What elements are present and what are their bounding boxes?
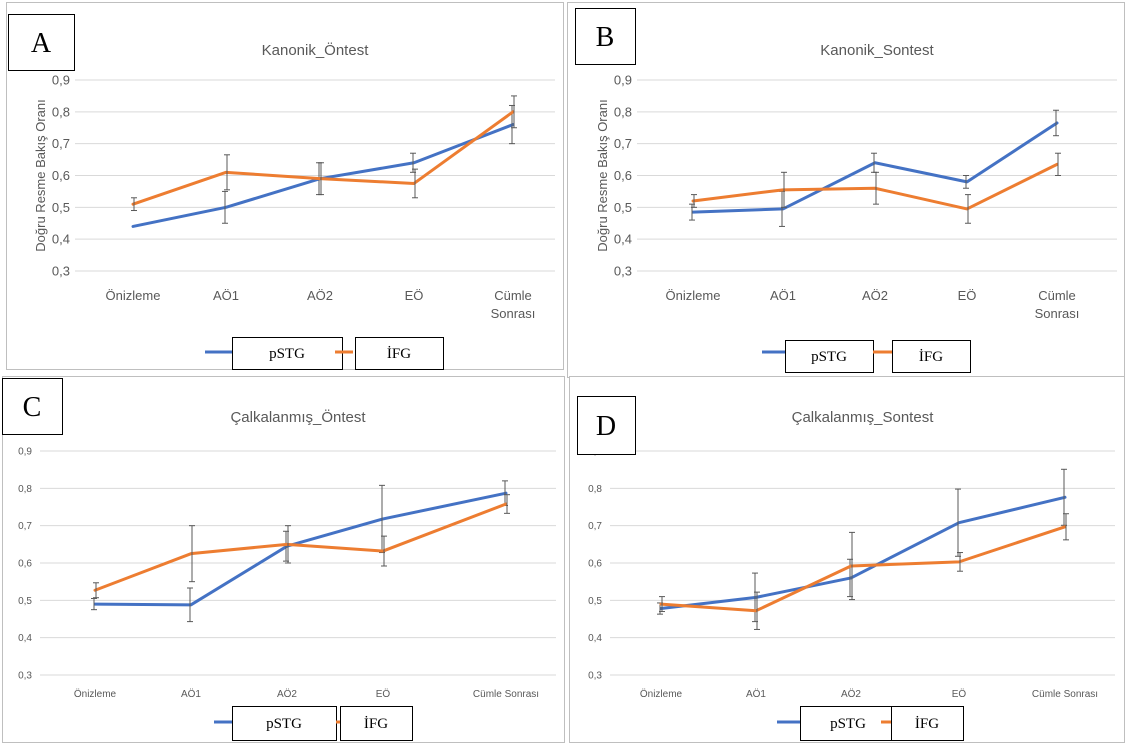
y-tick-label: 0,5 — [18, 596, 32, 607]
legend-label-ifg: İFG — [919, 349, 943, 365]
x-tick-label: Önizleme — [666, 288, 721, 303]
y-tick-label: 0,6 — [52, 168, 70, 183]
y-tick-label: 0,3 — [52, 264, 70, 279]
y-tick-label: 0,9 — [614, 73, 632, 88]
legend-label-pstg: pSTG — [830, 716, 866, 732]
chart-title: Kanonik_Öntest — [262, 41, 370, 59]
panel-label: B — [596, 22, 615, 53]
legend-box-pstg — [800, 706, 897, 741]
series-line-pstg — [93, 491, 508, 607]
panel-label-box — [2, 378, 63, 435]
chart-title: Çalkalanmış_Sontest — [792, 409, 935, 426]
x-tick-label: Cümle Sonrası — [1035, 288, 1080, 321]
chart-panel-c: Çalkalanmış_Öntest 0,3 0,4 0,5 0,6 0,7 0,8 0,9 Ö… — [2, 376, 565, 743]
legend-label-pstg: pSTG — [811, 349, 847, 365]
x-tick-label: AÖ1 — [181, 688, 201, 700]
y-axis-label: Doğru Resme Bakış Oranı — [595, 99, 610, 251]
y-tick-label: 0,9 — [52, 73, 70, 88]
y-tick-label: 0,3 — [614, 264, 632, 279]
x-tick-label: EÖ — [952, 688, 967, 700]
x-tick-label: EÖ — [405, 288, 424, 303]
series-line-ifg — [93, 502, 508, 592]
x-tick-label: Cümle Sonrası — [473, 689, 539, 700]
panel-label-box — [575, 8, 636, 65]
y-tick-label: 0,8 — [588, 484, 602, 495]
y-tick-label: 0,8 — [614, 104, 632, 119]
chart-panel-d: Çalkalanmış_Sontest0,30,40,50,60,70,80,9… — [569, 376, 1125, 743]
x-tick-label: AÖ1 — [770, 288, 796, 303]
panel-label-box — [577, 396, 636, 455]
y-tick-label: 0,9 — [18, 447, 32, 458]
legend-box-ifg — [340, 706, 413, 741]
x-tick-label: AÖ2 — [307, 288, 333, 303]
chart-panel-a: Kanonik_Öntest 0,3 0,4 0,5 0,6 0,7 0,8 0,9 Doğru… — [6, 2, 564, 370]
x-tick-label: EÖ — [376, 688, 391, 700]
x-tick-label: Cümle Sonrası — [491, 288, 536, 321]
chart-panel-b: Kanonik_Sontest 0,3 0,4 0,5 0,6 0,7 0,8 0,9 Doğr… — [567, 2, 1125, 378]
series-line-pstg — [691, 121, 1059, 214]
panel-frame — [2, 376, 565, 743]
x-tick-label: Önizleme — [106, 288, 161, 303]
legend-box-ifg — [891, 706, 964, 741]
series-line-pstg — [659, 495, 1067, 611]
x-tick-label: AÖ2 — [841, 688, 861, 700]
chart-title: Kanonik_Sontest — [820, 42, 934, 59]
series-line-ifg — [131, 110, 515, 206]
x-tick-label: Önizleme — [74, 688, 117, 700]
x-tick-label: AÖ1 — [213, 288, 239, 303]
legend-box-pstg — [232, 706, 337, 741]
panel-label-box — [8, 14, 75, 71]
legend-label-pstg: pSTG — [269, 346, 305, 362]
y-tick-label: 0,4 — [588, 633, 602, 644]
y-tick-label: 0,5 — [614, 200, 632, 215]
y-tick-label: 0,6 — [614, 168, 632, 183]
y-tick-label: 0,4 — [614, 232, 632, 247]
x-tick-label: Önizleme — [640, 688, 683, 700]
legend-box-pstg — [785, 340, 874, 373]
y-tick-label: 0,3 — [18, 671, 32, 682]
x-tick-label: AÖ1 — [746, 688, 766, 700]
legend-box-pstg — [232, 337, 343, 370]
y-tick-label: 0,4 — [52, 232, 70, 247]
y-tick-label: 0,7 — [52, 136, 70, 151]
legend-box-ifg — [355, 337, 444, 370]
series-line-ifg — [691, 162, 1059, 211]
y-tick-label: 0,8 — [52, 104, 70, 119]
x-tick-label: AÖ2 — [862, 288, 888, 303]
y-tick-label: 0,7 — [588, 521, 602, 532]
x-tick-label: AÖ2 — [277, 688, 297, 700]
y-tick-label: 0,5 — [588, 596, 602, 607]
panel-label: D — [596, 411, 616, 442]
y-tick-label: 0,7 — [18, 521, 32, 532]
legend-label-ifg: İFG — [915, 716, 939, 732]
y-tick-label: 0,6 — [588, 559, 602, 570]
y-tick-label: 0,7 — [614, 136, 632, 151]
y-tick-label: 0,3 — [588, 671, 602, 682]
chart-title: Çalkalanmış_Öntest — [230, 408, 366, 426]
y-tick-label: 0,8 — [18, 484, 32, 495]
legend-label-ifg: İFG — [364, 716, 388, 732]
legend-label-ifg: İFG — [387, 346, 411, 362]
y-tick-label: 0,4 — [18, 633, 32, 644]
legend-label-pstg: pSTG — [266, 716, 302, 732]
y-tick-label: 0,6 — [18, 559, 32, 570]
panel-label: A — [31, 28, 52, 59]
series-line-ifg — [659, 525, 1067, 613]
panel-label: C — [23, 392, 42, 423]
x-tick-label: Cümle Sonrası — [1032, 689, 1098, 700]
panel-frame — [6, 2, 564, 370]
legend-box-ifg — [892, 340, 971, 373]
y-tick-label: 0,5 — [52, 200, 70, 215]
x-tick-label: EÖ — [958, 288, 977, 303]
y-axis-label: Doğru Resme Bakış Oranı — [33, 99, 48, 251]
